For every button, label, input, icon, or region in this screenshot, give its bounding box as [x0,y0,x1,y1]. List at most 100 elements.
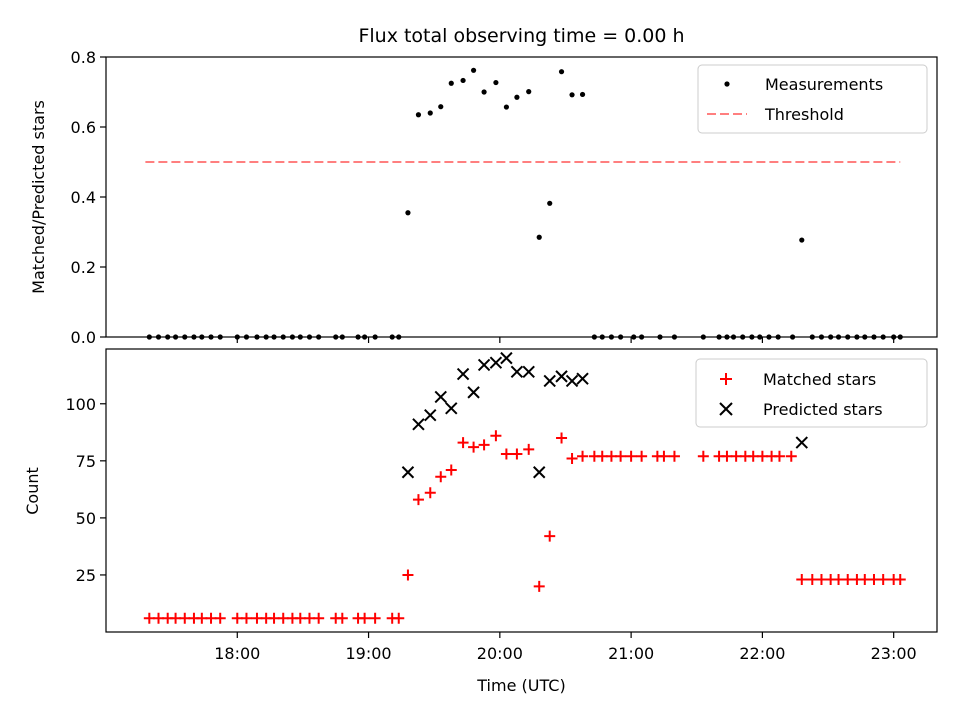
measurement-point [799,237,805,243]
matched-star-point [478,439,490,451]
predicted-star-point [795,436,808,449]
matched-star-point [806,574,818,586]
matched-star-point [636,450,648,462]
matched-star-point [730,450,742,462]
matched-star-point [359,612,371,624]
measurement-point [470,67,477,73]
measurement-point [536,234,542,240]
predicted-star-point [445,402,458,415]
matched-star-point [214,612,226,624]
matched-star-point [435,471,447,483]
legend-measurements-label: Measurements [765,75,883,94]
x-axis-label: Time (UTC) [476,676,565,695]
measurement-point [579,91,586,98]
bottom-x-tick-label: 23:00 [871,644,917,663]
matched-star-point [842,574,854,586]
bottom-y-tick-label: 100 [65,395,96,414]
matched-star-point [402,569,414,581]
matched-star-point [277,612,289,624]
bottom-legend-box [695,358,928,428]
bottom-x-axis: 18:00 19:00 20:00 21:00 22:00 23:00 [214,632,917,663]
bottom-y-tick-label: 75 [76,452,96,471]
matched-star-point [511,448,523,460]
measurement-point [558,69,565,75]
matched-star-point [490,430,502,442]
bottom-legend: Matched stars Predicted stars [695,358,928,428]
matched-star-point [268,612,280,624]
matched-star-point [179,612,191,624]
matched-star-point [533,580,545,592]
matched-star-point [596,450,608,462]
chart-title: Flux total observing time = 0.00 h [358,25,684,47]
legend-predicted-label: Predicted stars [763,400,883,419]
matched-star-point [747,450,759,462]
matched-star-point [251,612,263,624]
matched-star-point [468,441,480,453]
matched-star-point [457,437,469,449]
bottom-y-axis-label: Count [23,467,42,515]
top-panel: Flux total observing time = 0.00 h 0.0 0.… [29,25,938,347]
matched-star-point [240,612,252,624]
matched-star-point [153,612,165,624]
bottom-panel: 25 50 75 100 18:00 19:00 20:00 21:00 22:00 23:00… [23,348,938,695]
matched-star-point [833,574,845,586]
matched-star-point [566,453,578,465]
matched-star-point [773,450,785,462]
bottom-x-tick-label: 20:00 [477,644,523,663]
measurement-point [481,89,487,95]
legend-measurements-marker [724,81,730,87]
bottom-x-tick-label: 22:00 [739,644,785,663]
matched-star-point [544,530,556,542]
matched-star-point [577,450,589,462]
matched-star-point [393,612,405,624]
matched-star-point [303,612,315,624]
predicted-star-point [555,370,568,383]
bottom-y-axis: 25 50 75 100 [65,395,106,585]
matched-star-point [500,448,512,460]
matched-star-point [143,612,155,624]
matched-star-point [721,450,733,462]
predicted-star-point [576,372,589,385]
predicted-star-point [434,390,447,404]
matched-star-point [756,450,768,462]
top-legend: Measurements Threshold [697,64,928,134]
matched-star-point [170,612,182,624]
bottom-x-tick-label: 19:00 [346,644,392,663]
predicted-star-point [412,418,425,431]
legend-matched-label: Matched stars [763,370,876,389]
legend-predicted-marker [719,402,733,416]
matched-star-point [205,612,217,624]
top-y-tick-label: 0.4 [71,188,96,207]
matched-star-point [336,612,348,624]
predicted-star-point [522,365,535,379]
matched-star-point [294,612,306,624]
bottom-x-tick-label: 18:00 [214,644,260,663]
predicted-star-point [424,408,437,422]
matched-star-point [412,494,424,506]
top-y-axis-label: Matched/Predicted stars [29,100,48,294]
matched-star-point [523,443,535,455]
measurement-point [438,104,444,110]
matched-star-point [815,574,827,586]
top-y-tick-label: 0.0 [71,328,96,347]
legend-matched-marker [720,373,732,385]
measurement-point [448,80,454,86]
matched-star-point [894,574,906,586]
matched-star-point [658,450,670,462]
matched-star-point [231,612,243,624]
bottom-x-tick-label: 21:00 [608,644,654,663]
measurement-point [460,77,466,84]
matched-star-point [605,450,617,462]
matched-star-point [556,432,568,444]
matched-star-point [668,450,680,462]
matched-star-point [369,612,381,624]
measurement-point [547,200,553,206]
predicted-star-point [543,374,556,388]
predicted-star-point [500,351,513,365]
matched-star-point [697,450,709,462]
predicted-star-point [456,367,470,381]
matched-star-point [625,450,637,462]
top-legend-box [697,64,928,134]
bottom-y-tick-label: 50 [76,509,96,528]
